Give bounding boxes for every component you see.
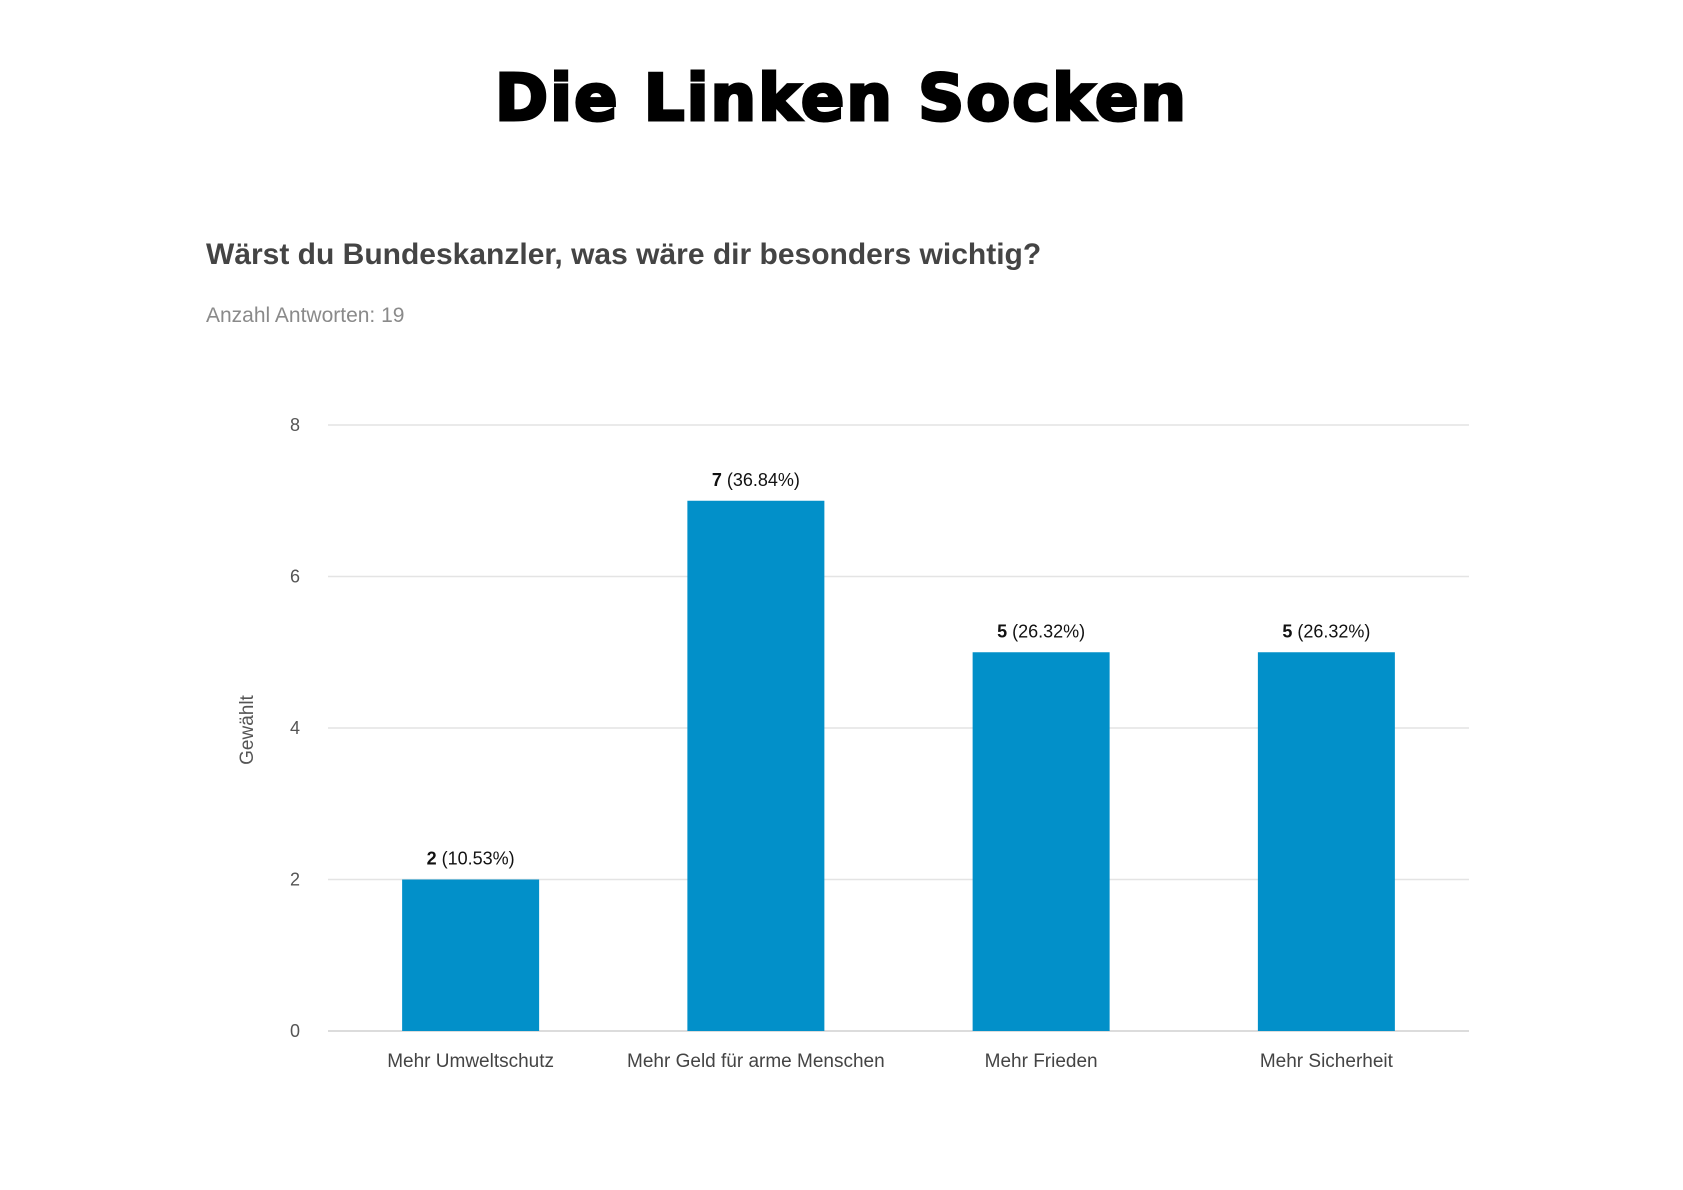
y-tick-label: 0	[290, 1021, 300, 1041]
data-label: 5 (26.32%)	[997, 621, 1085, 641]
y-axis-label: Gewählt	[237, 694, 258, 764]
y-tick-label: 2	[290, 870, 300, 890]
x-tick-label: Mehr Frieden	[985, 1051, 1098, 1072]
y-tick-label: 6	[290, 567, 300, 587]
x-tick-label: Mehr Geld für arme Menschen	[627, 1051, 885, 1072]
x-tick-label: Mehr Sicherheit	[1260, 1051, 1394, 1072]
response-count: Anzahl Antworten: 19	[206, 304, 405, 327]
bar	[972, 652, 1110, 1031]
question-title: Wärst du Bundeskanzler, was wäre dir bes…	[206, 238, 1042, 271]
bar	[1257, 652, 1395, 1031]
y-tick-label: 8	[290, 415, 300, 435]
data-label: 7 (36.84%)	[712, 470, 800, 490]
bar	[687, 500, 825, 1031]
data-label: 5 (26.32%)	[1282, 621, 1370, 641]
data-label: 2 (10.53%)	[427, 849, 515, 869]
y-tick-label: 4	[290, 718, 300, 738]
brand-title: Die Linken Socken	[494, 61, 1188, 138]
bar	[402, 879, 540, 1031]
x-tick-label: Mehr Umweltschutz	[387, 1051, 554, 1072]
